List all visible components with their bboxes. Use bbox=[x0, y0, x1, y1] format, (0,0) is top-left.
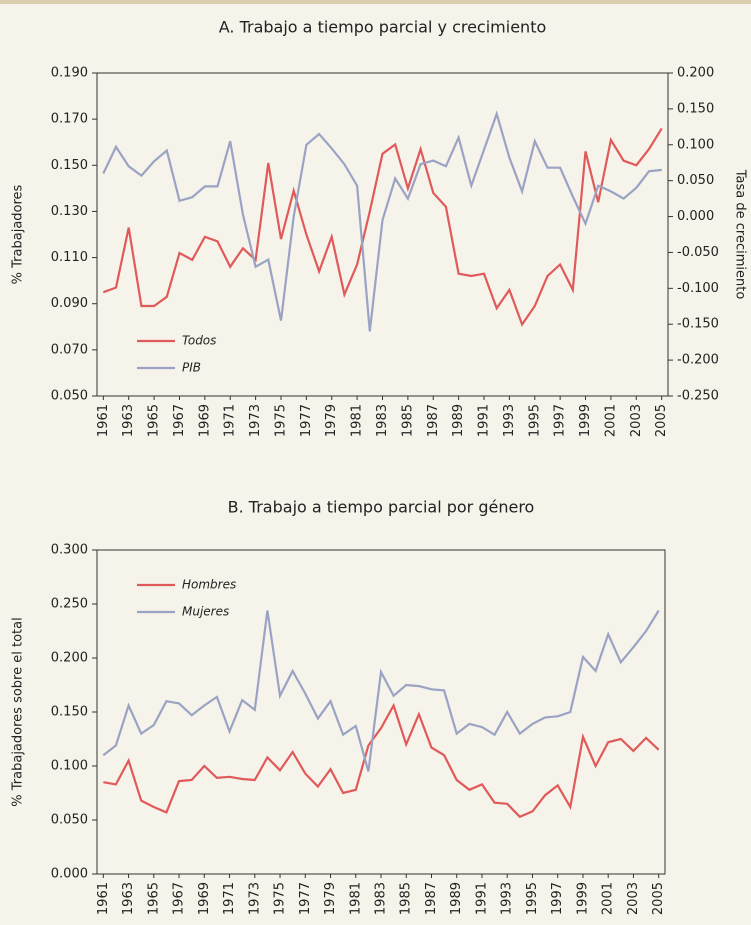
x-tick-label: 1963 bbox=[121, 404, 136, 437]
y2-tick-label: 0.200 bbox=[677, 66, 714, 81]
y-tick-label: 0.070 bbox=[51, 342, 88, 357]
y-tick-label: 0.150 bbox=[51, 705, 88, 720]
legend-label: Mujeres bbox=[182, 605, 229, 619]
x-tick-label: 1969 bbox=[197, 404, 212, 437]
y2-axis-label: Tasa de crecimiento bbox=[733, 169, 748, 300]
x-tick-label: 1987 bbox=[426, 404, 441, 437]
x-tick-label: 1985 bbox=[399, 882, 414, 915]
y2-tick-label: -0.250 bbox=[677, 389, 719, 404]
x-tick-label: 1965 bbox=[146, 882, 161, 915]
x-tick-label: 1981 bbox=[348, 882, 363, 915]
legend-label: Hombres bbox=[182, 578, 236, 592]
x-tick-label: 2001 bbox=[601, 882, 616, 915]
x-tick-label: 1981 bbox=[350, 404, 365, 437]
y-tick-label: 0.050 bbox=[51, 389, 88, 404]
y-axis-label: % Trabajadores bbox=[11, 184, 26, 284]
x-tick-label: 1983 bbox=[374, 882, 389, 915]
legend-label: PIB bbox=[182, 361, 201, 375]
y2-tick-label: 0.100 bbox=[677, 137, 714, 152]
x-tick-label: 1999 bbox=[575, 882, 590, 915]
x-tick-label: 2003 bbox=[629, 404, 644, 437]
x-tick-label: 1993 bbox=[500, 882, 515, 915]
y-tick-label: 0.300 bbox=[51, 543, 88, 558]
x-tick-label: 2001 bbox=[603, 404, 618, 437]
x-tick-label: 2005 bbox=[654, 404, 669, 437]
x-tick-label: 1997 bbox=[553, 404, 568, 437]
y-tick-label: 0.000 bbox=[51, 867, 88, 882]
y2-tick-label: 0.150 bbox=[677, 101, 714, 116]
y-tick-label: 0.130 bbox=[51, 204, 88, 219]
x-tick-label: 1969 bbox=[197, 882, 212, 915]
x-tick-label: 1973 bbox=[248, 404, 263, 437]
x-tick-label: 1995 bbox=[525, 882, 540, 915]
series-line bbox=[102, 609, 660, 772]
x-tick-label: 1983 bbox=[375, 404, 390, 437]
x-tick-label: 1971 bbox=[222, 882, 237, 915]
legend-label: Todos bbox=[182, 334, 216, 348]
x-tick-label: 1961 bbox=[96, 404, 111, 437]
x-tick-label: 1965 bbox=[147, 404, 162, 437]
series-line bbox=[103, 702, 660, 819]
y-axis-label: % Trabajadores sobre el total bbox=[11, 617, 26, 806]
x-tick-label: 1991 bbox=[474, 882, 489, 915]
x-tick-label: 1993 bbox=[502, 404, 517, 437]
chart-title: A. Trabajo a tiempo parcial y crecimient… bbox=[219, 18, 547, 37]
y2-tick-label: -0.100 bbox=[677, 281, 719, 296]
x-tick-label: 1971 bbox=[223, 404, 238, 437]
plot-frame bbox=[96, 72, 669, 397]
y-tick-label: 0.150 bbox=[51, 158, 88, 173]
x-tick-label: 1987 bbox=[424, 882, 439, 915]
x-tick-label: 1977 bbox=[299, 404, 314, 437]
y-tick-label: 0.250 bbox=[51, 597, 88, 612]
x-tick-label: 1979 bbox=[324, 404, 339, 437]
chart: B. Trabajo a tiempo parcial por género 0.… bbox=[11, 498, 667, 916]
x-tick-label: 1979 bbox=[323, 882, 338, 915]
x-tick-label: 2003 bbox=[626, 882, 641, 915]
y2-tick-label: -0.050 bbox=[677, 245, 719, 260]
y-tick-label: 0.050 bbox=[51, 813, 88, 828]
x-tick-label: 1961 bbox=[96, 882, 111, 915]
top-border bbox=[0, 0, 751, 4]
y-tick-label: 0.190 bbox=[51, 66, 88, 81]
y-tick-label: 0.110 bbox=[51, 250, 88, 265]
y2-tick-label: -0.150 bbox=[677, 317, 719, 332]
x-tick-label: 1963 bbox=[121, 882, 136, 915]
x-tick-label: 1989 bbox=[451, 404, 466, 437]
x-tick-label: 1967 bbox=[172, 404, 187, 437]
y2-tick-label: -0.200 bbox=[677, 353, 719, 368]
x-tick-label: 1967 bbox=[172, 882, 187, 915]
y-tick-label: 0.100 bbox=[51, 759, 88, 774]
x-tick-label: 1999 bbox=[578, 404, 593, 437]
series-line bbox=[102, 110, 662, 332]
x-tick-label: 1991 bbox=[477, 404, 492, 437]
y-tick-label: 0.090 bbox=[51, 296, 88, 311]
y-tick-label: 0.200 bbox=[51, 651, 88, 666]
x-tick-label: 2005 bbox=[651, 882, 666, 915]
x-tick-label: 1973 bbox=[247, 882, 262, 915]
x-tick-label: 1975 bbox=[273, 882, 288, 915]
chart-title: B. Trabajo a tiempo parcial por género bbox=[228, 498, 535, 517]
y2-tick-label: 0.050 bbox=[677, 173, 714, 188]
series-line bbox=[102, 127, 663, 327]
plot-frame bbox=[96, 549, 666, 875]
x-tick-label: 1989 bbox=[449, 882, 464, 915]
x-tick-label: 1977 bbox=[298, 882, 313, 915]
x-tick-label: 1997 bbox=[550, 882, 565, 915]
y-tick-label: 0.170 bbox=[51, 112, 88, 127]
x-tick-label: 1985 bbox=[400, 404, 415, 437]
x-tick-label: 1995 bbox=[527, 404, 542, 437]
chart: A. Trabajo a tiempo parcial y crecimient… bbox=[11, 18, 748, 438]
y2-tick-label: 0.000 bbox=[677, 209, 714, 224]
x-tick-label: 1975 bbox=[273, 404, 288, 437]
